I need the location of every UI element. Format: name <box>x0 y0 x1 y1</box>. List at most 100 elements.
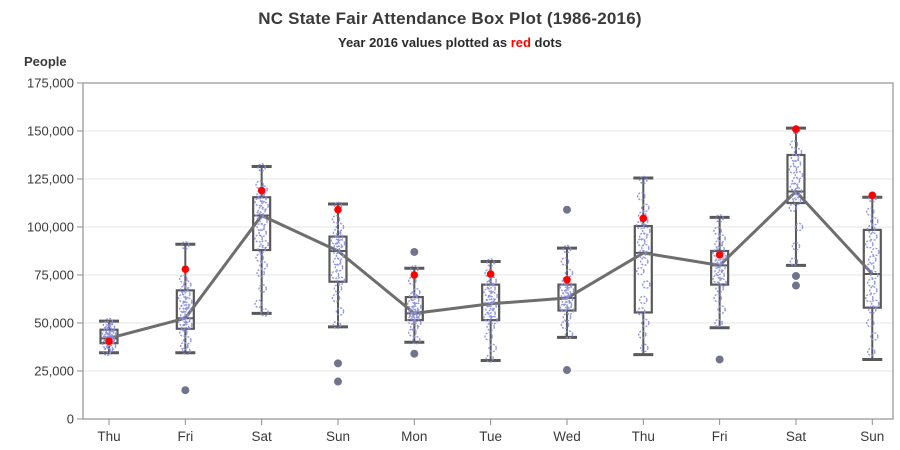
chart-header: NC State Fair Attendance Box Plot (1986-… <box>0 0 900 50</box>
data-point-circle <box>637 191 646 201</box>
outlier-dot <box>181 386 190 395</box>
data-point-circle <box>641 203 650 213</box>
data-point-circle <box>485 354 494 363</box>
data-point-circle <box>256 268 265 278</box>
data-point-circle <box>331 293 341 303</box>
data-point-circle <box>178 293 187 303</box>
data-point-circle <box>332 320 342 330</box>
data-point-circle <box>260 239 269 249</box>
red-dot-2016 <box>868 191 877 200</box>
data-point-circle <box>179 304 188 313</box>
data-point-circle <box>335 307 345 316</box>
x-tick-label: Sun <box>860 429 884 444</box>
subtitle-suffix: dots <box>530 35 562 50</box>
data-point-circle <box>792 196 802 206</box>
data-point-circle <box>411 295 420 305</box>
data-point-circle <box>716 270 725 280</box>
data-point-circle <box>636 220 645 230</box>
y-tick-label: 175,000 <box>27 76 74 91</box>
data-point-circle <box>254 234 263 243</box>
data-point-circle <box>183 280 192 289</box>
data-point-circle <box>868 305 877 314</box>
data-point-circle <box>564 330 574 339</box>
subtitle-prefix: Year 2016 values plotted as <box>337 35 511 50</box>
data-point-circle <box>336 276 346 286</box>
x-tick-label: Sat <box>786 429 807 444</box>
data-point-circle <box>640 216 649 226</box>
outlier-dot <box>333 359 342 368</box>
data-point-circle <box>335 251 345 261</box>
connect-line <box>108 189 874 340</box>
data-point-circle <box>184 320 193 330</box>
data-point-circle <box>255 211 264 220</box>
data-point-circle <box>488 343 497 353</box>
data-point-circle <box>640 257 649 266</box>
data-point-circle <box>791 241 801 251</box>
data-point-circle <box>790 191 800 201</box>
y-tick-label: 100,000 <box>27 220 74 235</box>
data-point-circle <box>560 320 570 330</box>
data-point-circle <box>257 244 266 254</box>
data-point-circle <box>413 302 422 311</box>
data-point-circle <box>718 278 727 287</box>
data-point-circle <box>789 257 799 266</box>
data-point-circle <box>336 239 346 248</box>
data-point-circle <box>102 320 112 330</box>
data-point-circle <box>560 291 570 301</box>
data-point-circle <box>259 216 268 226</box>
data-point-circle <box>565 306 575 315</box>
y-tick-label: 25,000 <box>34 364 74 379</box>
x-tick-label: Thu <box>632 429 655 444</box>
data-point-circle <box>412 287 421 297</box>
y-axis-title: People <box>24 54 67 69</box>
data-point-circle <box>260 308 269 317</box>
data-point-circle <box>639 175 648 185</box>
data-point-circle <box>562 312 572 322</box>
data-point-circle <box>180 285 189 294</box>
data-point-circle <box>258 228 267 238</box>
data-point-circle <box>107 341 117 351</box>
data-point-circle <box>181 323 190 333</box>
data-point-circle <box>410 264 419 274</box>
data-point-circle <box>258 193 267 203</box>
data-point-circle <box>871 247 880 257</box>
data-point-circle <box>866 263 875 272</box>
data-point-circle <box>331 245 341 255</box>
data-point-circle <box>870 332 879 341</box>
data-point-circle <box>484 298 493 308</box>
data-point-circle <box>487 284 496 293</box>
data-point-circle <box>411 313 420 323</box>
data-point-circle <box>641 243 650 253</box>
x-tick-label: Wed <box>553 429 581 444</box>
y-tick-label: 0 <box>67 412 74 427</box>
data-point-circle <box>870 270 879 280</box>
data-point-circle <box>642 280 651 289</box>
data-point-circle <box>871 299 880 309</box>
data-point-circle <box>870 216 879 226</box>
red-dot-2016 <box>181 265 190 274</box>
data-point-circle <box>788 165 798 174</box>
data-point-circle <box>717 305 726 314</box>
data-point-circle <box>865 239 874 249</box>
data-point-circle <box>642 226 651 236</box>
x-tick-label: Fri <box>177 429 193 444</box>
outlier-dot <box>791 271 800 280</box>
data-point-circle <box>794 222 804 232</box>
data-point-circle <box>713 226 722 236</box>
data-point-circle <box>868 255 877 264</box>
data-point-circle <box>715 214 724 223</box>
outlier-dot <box>562 366 571 375</box>
data-point-circle <box>636 266 645 276</box>
data-point-circle <box>254 299 263 309</box>
data-point-circle <box>410 322 419 332</box>
x-tick-label: Thu <box>97 429 120 444</box>
data-point-circle <box>713 259 722 268</box>
subtitle-red-word: red <box>510 35 531 50</box>
data-point-circle <box>866 318 875 328</box>
data-point-circle <box>792 159 802 168</box>
outlier-dot <box>410 247 419 256</box>
y-tick-label: 125,000 <box>27 172 74 187</box>
data-point-circle <box>868 193 877 203</box>
